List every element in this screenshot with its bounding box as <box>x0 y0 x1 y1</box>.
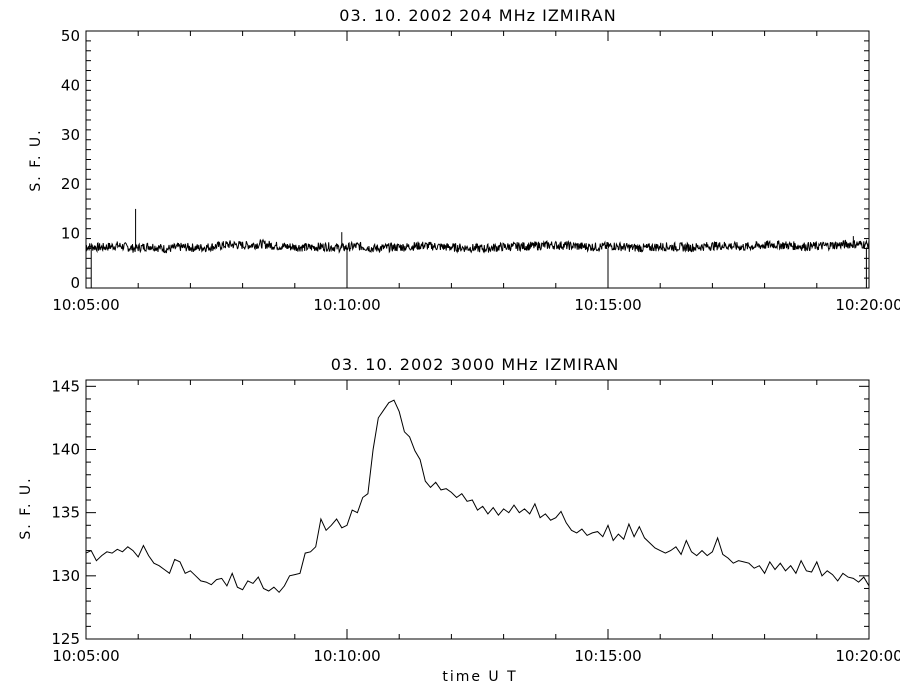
chart-3000mhz-xtick-label: 10:15:00 <box>574 647 641 665</box>
chart-3000mhz-ytick-label: 130 <box>51 567 80 585</box>
chart-204mhz-ytick-label: 10 <box>61 225 80 243</box>
chart-204mhz: 03. 10. 2002 204 MHz IZMIRAN S. F. U. 01… <box>28 6 900 314</box>
chart-204mhz-xtick-label: 10:15:00 <box>574 296 641 314</box>
chart-3000mhz-xtick-label: 10:20:00 <box>835 647 900 665</box>
chart-204mhz-spikes <box>90 208 867 288</box>
chart-204mhz-xtick-label: 10:20:00 <box>835 296 900 314</box>
chart-204mhz-title: 03. 10. 2002 204 MHz IZMIRAN <box>339 6 616 25</box>
chart-3000mhz-y-axis: 125 130 135 140 145 <box>51 377 869 648</box>
chart-3000mhz: 03. 10. 2002 3000 MHz IZMIRAN S. F. U. 1… <box>18 355 900 685</box>
chart-204mhz-ytick-label: 0 <box>70 274 80 292</box>
chart-3000mhz-series-line <box>85 399 870 594</box>
chart-3000mhz-ytick-label: 140 <box>51 440 80 458</box>
chart-3000mhz-xlabel: time U T <box>442 669 517 685</box>
chart-204mhz-series-line <box>85 238 870 254</box>
chart-204mhz-ytick-label: 30 <box>61 126 80 144</box>
chart-3000mhz-xtick-label: 10:05:00 <box>52 647 119 665</box>
chart-204mhz-ytick-label: 20 <box>61 175 80 193</box>
chart-204mhz-xtick-label: 10:10:00 <box>313 296 380 314</box>
chart-3000mhz-xtick-label: 10:10:00 <box>313 647 380 665</box>
chart-204mhz-y-axis: 0 10 20 30 40 50 <box>61 27 869 292</box>
chart-204mhz-xtick-label: 10:05:00 <box>52 296 119 314</box>
chart-3000mhz-x-axis: 10:05:00 10:10:00 10:15:00 10:20:00 <box>52 380 900 665</box>
chart-204mhz-ytick-label: 50 <box>61 27 80 45</box>
chart-3000mhz-ytick-label: 125 <box>51 630 80 648</box>
chart-3000mhz-ytick-label: 145 <box>51 377 80 395</box>
chart-3000mhz-ytick-label: 135 <box>51 504 80 522</box>
chart-3000mhz-ylabel: S. F. U. <box>18 476 34 539</box>
chart-204mhz-x-axis: 10:05:00 10:10:00 10:15:00 10:20:00 <box>52 31 900 314</box>
chart-204mhz-ylabel: S. F. U. <box>28 128 44 191</box>
chart-204mhz-ytick-label: 40 <box>61 76 80 94</box>
chart-3000mhz-plot-frame <box>85 379 870 640</box>
chart-3000mhz-title: 03. 10. 2002 3000 MHz IZMIRAN <box>331 355 620 374</box>
